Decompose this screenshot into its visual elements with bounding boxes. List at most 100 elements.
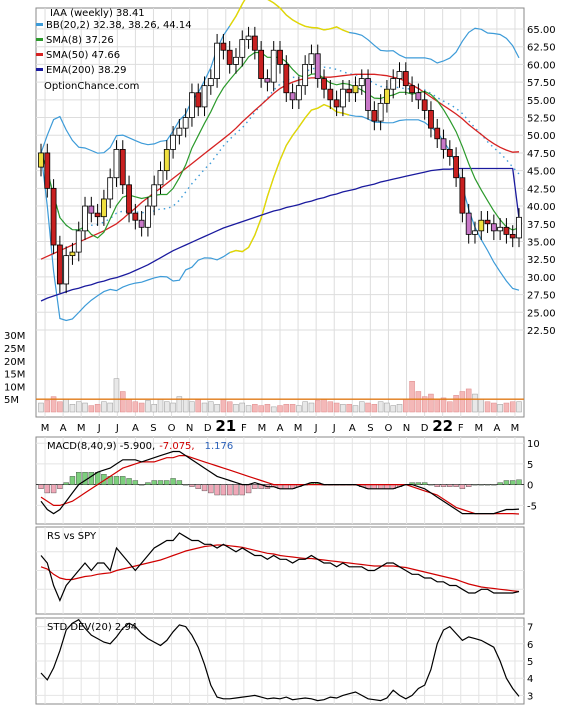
macd-histogram-bar <box>44 484 50 494</box>
volume-bar <box>82 402 88 413</box>
price-tick-label: 45.00 <box>527 167 556 178</box>
watermark: OptionChance.com <box>44 81 139 92</box>
volume-tick-label: 25M <box>4 344 25 355</box>
macd-histogram-bar <box>428 484 434 486</box>
volume-bar <box>314 400 321 413</box>
volume-bar <box>126 398 132 413</box>
x-tick-label: D <box>421 423 429 434</box>
x-tick-label: M <box>41 423 50 434</box>
rs-average-line <box>40 544 520 593</box>
macd-histogram-bar <box>157 480 164 485</box>
candle-body <box>201 85 208 108</box>
bb-squeeze-upper-line <box>229 0 350 34</box>
legend-swatch-sma50 <box>36 53 43 56</box>
volume-bar <box>377 401 384 413</box>
legend-entry-ema200: EMA(200) 38.29 <box>46 65 126 76</box>
candle-body <box>434 127 441 140</box>
candle-body <box>415 92 422 101</box>
macd-line <box>40 450 520 515</box>
candle-body <box>346 88 353 94</box>
volume-bar <box>182 398 189 413</box>
volume-bar <box>503 402 510 413</box>
macd-histogram-bar <box>239 484 245 496</box>
macd-histogram-bar <box>164 480 170 485</box>
macd-histogram-bar <box>126 478 132 485</box>
candle-body <box>327 88 334 101</box>
x-tick-label: J <box>97 423 101 434</box>
candle-body <box>220 42 227 51</box>
candle-body <box>314 53 321 79</box>
candle-body <box>490 223 497 232</box>
volume-bar <box>516 401 522 413</box>
candle-body <box>295 85 302 101</box>
volume-bar <box>390 405 396 413</box>
volume-bar <box>164 401 170 413</box>
volume-bar <box>472 393 478 413</box>
volume-bar <box>384 402 390 413</box>
candle-body <box>107 177 114 200</box>
std-line <box>40 618 520 702</box>
candle-body <box>503 226 510 235</box>
volume-bar <box>101 401 107 413</box>
volume-bar <box>428 393 434 413</box>
candle-body <box>233 56 239 65</box>
candle-body <box>384 88 390 104</box>
x-tick-label: M <box>511 423 520 434</box>
x-tick-label: 22 <box>432 417 453 435</box>
volume-bar <box>57 401 63 413</box>
price-tick-label: 27.50 <box>527 291 556 302</box>
macd-histogram-bar <box>245 484 252 494</box>
chart-title: IAA (weekly) 38.41 <box>50 8 145 19</box>
candle-body <box>409 85 415 94</box>
price-tick-label: 50.00 <box>527 131 556 142</box>
legend-entry-bb: BB(20,2) 32.38, 38.26, 44.14 <box>46 20 192 31</box>
candle-body <box>251 35 258 51</box>
x-tick-label: J <box>115 423 119 434</box>
candle-body <box>440 138 447 150</box>
candle-body <box>94 212 101 218</box>
x-tick-label: D <box>204 423 212 434</box>
price-panel: 65.00 62.50 60.00 57.50 55.00 52.50 50.00 47.50… <box>4 0 556 418</box>
candle-body <box>63 255 70 285</box>
candle-body <box>132 212 139 221</box>
price-tick-label: 37.50 <box>527 220 556 231</box>
x-tick-label: F <box>458 423 464 434</box>
volume-bar <box>233 404 239 413</box>
std-tick-label: 6 <box>527 640 533 651</box>
candle-body <box>472 230 478 235</box>
volume-bar <box>195 398 201 413</box>
macd-histogram-bar <box>497 482 503 485</box>
volume-bar <box>497 404 503 413</box>
macd-histogram-bar <box>113 476 120 485</box>
x-tick-label: J <box>332 423 336 434</box>
candle-body <box>88 205 95 214</box>
macd-histogram-bar <box>120 476 126 485</box>
candle-body <box>226 49 233 65</box>
volume-bar <box>308 402 315 413</box>
macd-histogram-bar <box>384 484 390 489</box>
bb-middle-line <box>40 66 520 231</box>
legend-swatch-ema200 <box>36 68 43 71</box>
volume-bar <box>396 404 403 413</box>
candle-body <box>390 78 397 90</box>
volume-bar <box>327 401 334 413</box>
volume-bar <box>208 401 214 413</box>
candle-body <box>239 39 246 58</box>
volume-bar <box>333 402 340 413</box>
price-tick-label: 47.50 <box>527 149 556 160</box>
macd-label-signal: -7.075, <box>159 441 194 452</box>
x-axis-labels: M A M J J A S O N D 21 F M A M J J A S O N D 22 F M A M <box>41 417 520 435</box>
macd-histogram-bar <box>220 484 227 496</box>
macd-histogram-bar <box>440 484 447 487</box>
macd-histogram-bar <box>182 484 189 486</box>
volume-bar <box>484 401 491 413</box>
volume-bar <box>459 391 466 413</box>
volume-bar <box>415 391 422 413</box>
rs-label: RS vs SPY <box>47 531 97 542</box>
candle-body <box>270 49 277 83</box>
volume-bar <box>151 404 157 413</box>
volume-bar <box>270 406 277 413</box>
macd-histogram-bar <box>491 484 497 486</box>
volume-bar <box>120 391 126 413</box>
macd-histogram-bar <box>421 482 428 485</box>
